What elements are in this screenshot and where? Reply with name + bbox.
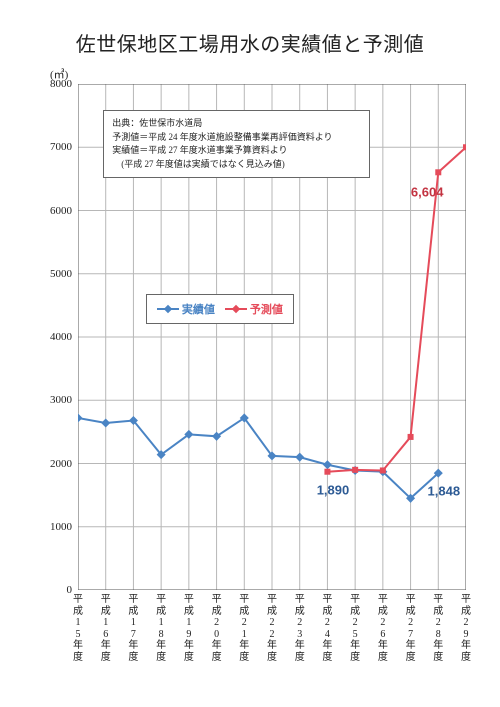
x-tick-label: 平 成 2 1 年 度 <box>239 590 249 663</box>
y-tick-label: 7000 <box>50 141 78 153</box>
y-tick-label: 8000 <box>50 78 78 90</box>
y-tick-label: 5000 <box>50 268 78 280</box>
x-tick-label: 平 成 2 7 年 度 <box>406 590 416 663</box>
x-tick-label: 平 成 2 6 年 度 <box>378 590 388 663</box>
legend-label: 実績値 <box>182 301 215 317</box>
x-tick-label: 平 成 1 7 年 度 <box>128 590 138 663</box>
x-tick-label: 平 成 1 9 年 度 <box>184 590 194 663</box>
data-label: 1,848 <box>428 484 461 499</box>
legend-item: 予測値 <box>225 301 283 317</box>
x-tick-label: 平 成 2 0 年 度 <box>212 590 222 663</box>
x-tick-label: 平 成 2 9 年 度 <box>461 590 471 663</box>
data-label: 1,890 <box>317 483 350 498</box>
x-tick-label: 平 成 1 8 年 度 <box>156 590 166 663</box>
legend-label: 予測値 <box>250 301 283 317</box>
data-label: 6,604 <box>411 184 444 199</box>
legend: 実績値 予測値 <box>146 294 294 324</box>
y-tick-label: 4000 <box>50 331 78 343</box>
legend-swatch <box>157 308 179 310</box>
legend-swatch <box>225 308 247 310</box>
x-tick-label: 平 成 1 6 年 度 <box>101 590 111 663</box>
source-note-box: 出典：佐世保市水道局 予測値＝平成 24 年度水道施設整備事業再評価資料より 実… <box>103 110 369 178</box>
x-tick-label: 平 成 2 8 年 度 <box>433 590 443 663</box>
x-tick-label: 平 成 2 2 年 度 <box>267 590 277 663</box>
y-tick-label: 2000 <box>50 458 78 470</box>
y-tick-label: 1000 <box>50 521 78 533</box>
legend-item: 実績値 <box>157 301 215 317</box>
x-tick-label: 平 成 2 3 年 度 <box>295 590 305 663</box>
x-tick-label: 平 成 2 5 年 度 <box>350 590 360 663</box>
line-chart: 出典：佐世保市水道局 予測値＝平成 24 年度水道施設整備事業再評価資料より 実… <box>78 84 466 590</box>
y-tick-label: 6000 <box>50 205 78 217</box>
x-tick-label: 平 成 1 5 年 度 <box>73 590 83 663</box>
y-tick-label: 3000 <box>50 394 78 406</box>
x-tick-label: 平 成 2 4 年 度 <box>322 590 332 663</box>
page-title: 佐世保地区工場用水の実績値と予測値 <box>0 28 500 57</box>
